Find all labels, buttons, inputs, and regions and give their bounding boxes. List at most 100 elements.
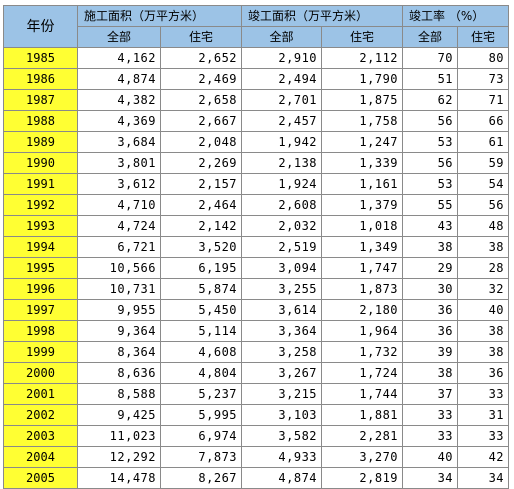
completed-residential-cell[interactable]: 2,112 — [321, 47, 404, 69]
rate-residential-cell[interactable]: 34 — [457, 467, 510, 489]
rate-residential-cell[interactable]: 38 — [457, 320, 510, 342]
rate-all-cell[interactable]: 33 — [402, 425, 459, 447]
completed-residential-cell[interactable]: 1,790 — [321, 68, 404, 90]
rate-all-cell[interactable]: 38 — [402, 362, 459, 384]
construction-all-cell[interactable]: 14,478 — [77, 467, 161, 489]
year-cell[interactable]: 1999 — [3, 341, 78, 363]
completed-all-cell[interactable]: 1,942 — [241, 131, 323, 153]
rate-residential-cell[interactable]: 66 — [457, 110, 510, 132]
construction-all-cell[interactable]: 3,612 — [77, 173, 161, 195]
completed-residential-cell[interactable]: 1,964 — [321, 320, 404, 342]
construction-residential-cell[interactable]: 3,520 — [159, 236, 243, 258]
rate-all-cell[interactable]: 43 — [402, 215, 459, 237]
rate-all-cell[interactable]: 53 — [402, 131, 459, 153]
construction-all-cell[interactable]: 4,162 — [77, 47, 161, 69]
rate-all-header[interactable]: 全部 — [402, 26, 459, 48]
completed-residential-header[interactable]: 住宅 — [321, 26, 404, 48]
construction-residential-cell[interactable]: 2,658 — [159, 89, 243, 111]
year-cell[interactable]: 2001 — [3, 383, 78, 405]
completed-residential-cell[interactable]: 1,875 — [321, 89, 404, 111]
completed-all-cell[interactable]: 3,215 — [241, 383, 323, 405]
year-cell[interactable]: 1991 — [3, 173, 78, 195]
year-cell[interactable]: 2003 — [3, 425, 78, 447]
rate-residential-cell[interactable]: 48 — [457, 215, 510, 237]
completed-residential-cell[interactable]: 3,270 — [321, 446, 404, 468]
construction-residential-cell[interactable]: 5,114 — [159, 320, 243, 342]
year-cell[interactable]: 1988 — [3, 110, 78, 132]
construction-residential-cell[interactable]: 2,048 — [159, 131, 243, 153]
rate-residential-cell[interactable]: 80 — [457, 47, 510, 69]
construction-all-cell[interactable]: 12,292 — [77, 446, 161, 468]
construction-residential-cell[interactable]: 2,469 — [159, 68, 243, 90]
rate-all-cell[interactable]: 38 — [402, 236, 459, 258]
completed-all-cell[interactable]: 2,519 — [241, 236, 323, 258]
year-cell[interactable]: 2005 — [3, 467, 78, 489]
construction-residential-cell[interactable]: 4,804 — [159, 362, 243, 384]
rate-all-cell[interactable]: 40 — [402, 446, 459, 468]
rate-all-cell[interactable]: 36 — [402, 299, 459, 321]
construction-residential-cell[interactable]: 5,995 — [159, 404, 243, 426]
year-cell[interactable]: 1995 — [3, 257, 78, 279]
completed-area-header[interactable]: 竣工面积（万平方米） — [241, 5, 404, 27]
rate-all-cell[interactable]: 56 — [402, 110, 459, 132]
year-cell[interactable]: 2000 — [3, 362, 78, 384]
rate-residential-cell[interactable]: 61 — [457, 131, 510, 153]
construction-all-cell[interactable]: 4,874 — [77, 68, 161, 90]
construction-area-header[interactable]: 施工面积（万平方米） — [76, 5, 243, 27]
construction-residential-cell[interactable]: 4,608 — [159, 341, 243, 363]
rate-residential-cell[interactable]: 36 — [457, 362, 510, 384]
rate-residential-cell[interactable]: 28 — [457, 257, 510, 279]
completed-residential-cell[interactable]: 1,873 — [321, 278, 404, 300]
year-cell[interactable]: 1990 — [3, 152, 78, 174]
completed-residential-cell[interactable]: 2,180 — [321, 299, 404, 321]
completed-residential-cell[interactable]: 1,018 — [321, 215, 404, 237]
completion-rate-header[interactable]: 竣工率 （%） — [402, 5, 510, 27]
completed-all-cell[interactable]: 3,094 — [241, 257, 323, 279]
construction-all-cell[interactable]: 11,023 — [77, 425, 161, 447]
rate-all-cell[interactable]: 29 — [402, 257, 459, 279]
year-cell[interactable]: 1992 — [3, 194, 78, 216]
rate-all-cell[interactable]: 70 — [402, 47, 459, 69]
completed-all-cell[interactable]: 2,457 — [241, 110, 323, 132]
completed-residential-cell[interactable]: 1,744 — [321, 383, 404, 405]
rate-all-cell[interactable]: 56 — [402, 152, 459, 174]
year-cell[interactable]: 1996 — [3, 278, 78, 300]
rate-all-cell[interactable]: 33 — [402, 404, 459, 426]
construction-all-cell[interactable]: 3,684 — [77, 131, 161, 153]
construction-all-cell[interactable]: 10,566 — [77, 257, 161, 279]
construction-residential-cell[interactable]: 8,267 — [159, 467, 243, 489]
rate-residential-cell[interactable]: 73 — [457, 68, 510, 90]
rate-residential-cell[interactable]: 40 — [457, 299, 510, 321]
rate-residential-cell[interactable]: 38 — [457, 341, 510, 363]
rate-all-cell[interactable]: 36 — [402, 320, 459, 342]
completed-residential-cell[interactable]: 1,161 — [321, 173, 404, 195]
completed-all-cell[interactable]: 4,933 — [241, 446, 323, 468]
year-cell[interactable]: 1989 — [3, 131, 78, 153]
completed-all-cell[interactable]: 2,032 — [241, 215, 323, 237]
completed-residential-cell[interactable]: 2,819 — [321, 467, 404, 489]
completed-residential-cell[interactable]: 1,349 — [321, 236, 404, 258]
completed-residential-cell[interactable]: 1,747 — [321, 257, 404, 279]
completed-all-cell[interactable]: 3,255 — [241, 278, 323, 300]
construction-all-cell[interactable]: 4,382 — [77, 89, 161, 111]
rate-all-cell[interactable]: 51 — [402, 68, 459, 90]
completed-all-cell[interactable]: 3,258 — [241, 341, 323, 363]
construction-all-cell[interactable]: 4,710 — [77, 194, 161, 216]
completed-all-cell[interactable]: 2,608 — [241, 194, 323, 216]
rate-residential-cell[interactable]: 31 — [457, 404, 510, 426]
construction-all-cell[interactable]: 9,955 — [77, 299, 161, 321]
year-cell[interactable]: 1993 — [3, 215, 78, 237]
rate-residential-cell[interactable]: 33 — [457, 425, 510, 447]
completed-residential-cell[interactable]: 1,724 — [321, 362, 404, 384]
rate-all-cell[interactable]: 62 — [402, 89, 459, 111]
construction-all-cell[interactable]: 6,721 — [77, 236, 161, 258]
rate-residential-cell[interactable]: 56 — [457, 194, 510, 216]
completed-all-cell[interactable]: 3,614 — [241, 299, 323, 321]
completed-all-header[interactable]: 全部 — [241, 26, 323, 48]
completed-all-cell[interactable]: 3,582 — [241, 425, 323, 447]
rate-residential-cell[interactable]: 71 — [457, 89, 510, 111]
completed-all-cell[interactable]: 2,701 — [241, 89, 323, 111]
year-cell[interactable]: 1986 — [3, 68, 78, 90]
rate-residential-cell[interactable]: 38 — [457, 236, 510, 258]
construction-residential-header[interactable]: 住宅 — [159, 26, 243, 48]
